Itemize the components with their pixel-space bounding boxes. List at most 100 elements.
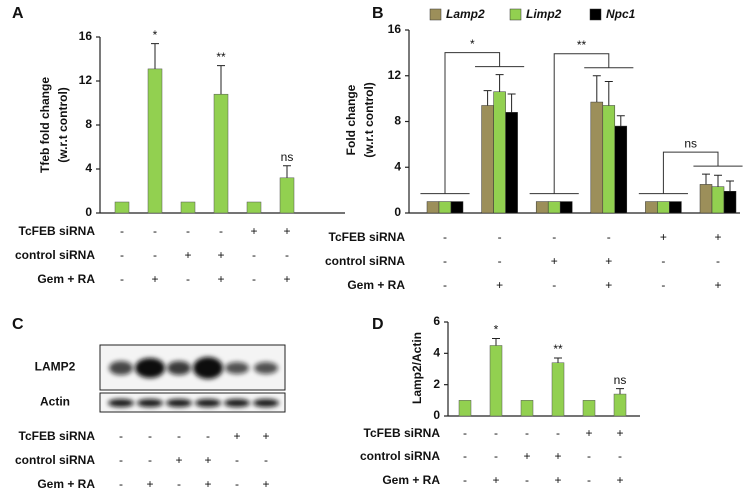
condition-sign: + (262, 429, 269, 443)
y-tick-label: 0 (394, 205, 401, 219)
y-axis-label: (w.r.t control) (362, 82, 376, 158)
condition-sign: - (235, 477, 239, 491)
condition-sign: + (283, 224, 290, 238)
y-axis-label: (w.r.t control) (56, 87, 70, 163)
condition-sign: + (204, 477, 211, 491)
condition-sign: + (250, 224, 257, 238)
bar (147, 68, 163, 214)
condition-sign: + (714, 230, 721, 244)
condition-sign: - (494, 426, 498, 440)
bar (458, 400, 472, 417)
bar (582, 400, 596, 417)
condition-sign: + (605, 254, 612, 268)
condition-sign: + (616, 473, 623, 487)
error-bar (483, 90, 492, 106)
bar (426, 201, 440, 214)
significance: * (494, 323, 499, 337)
error-bar (726, 180, 734, 192)
condition-sign: + (492, 473, 499, 487)
bar (450, 201, 464, 214)
blot-band (109, 361, 133, 375)
y-tick-label: 0 (85, 205, 92, 219)
significance: ns (614, 373, 627, 387)
comparison-bracket (638, 151, 743, 195)
legend-label: Npc1 (606, 7, 636, 21)
y-tick-label: 2 (433, 377, 440, 391)
bar (590, 101, 604, 214)
y-tick-label: 16 (388, 22, 402, 36)
y-axis-label: Lamp2/Actin (410, 332, 424, 404)
comparison-bracket (420, 52, 525, 195)
y-tick-label: 16 (79, 29, 93, 43)
comparison-label: ns (684, 136, 697, 150)
error-bar (604, 80, 613, 106)
legend-swatch (429, 8, 442, 21)
condition-sign: + (554, 473, 561, 487)
condition-sign: - (607, 230, 611, 244)
condition-sign: - (587, 449, 591, 463)
bar (279, 177, 295, 214)
condition-sign: - (219, 224, 223, 238)
condition-name: TcFEB siRNA (364, 426, 441, 440)
condition-sign: + (184, 248, 191, 262)
condition-sign: - (463, 473, 467, 487)
condition-sign: + (217, 272, 224, 286)
blot-band (224, 399, 250, 407)
condition-sign: + (233, 429, 240, 443)
condition-sign: - (153, 224, 157, 238)
blot-frame (99, 392, 286, 413)
y-tick-label: 6 (433, 314, 440, 328)
bar (493, 91, 506, 214)
bar (559, 201, 573, 214)
bar (535, 201, 549, 214)
condition-sign: + (585, 426, 592, 440)
condition-sign: - (177, 477, 181, 491)
condition-sign: - (119, 453, 123, 467)
legend-label: Limp2 (526, 7, 562, 21)
condition-sign: - (552, 278, 556, 292)
condition-sign: - (119, 429, 123, 443)
panel-label: A (12, 5, 24, 22)
condition-sign: - (120, 272, 124, 286)
y-tick-label: 12 (388, 68, 402, 82)
condition-sign: - (148, 429, 152, 443)
blot-band (225, 362, 249, 374)
comparison-label: ** (577, 38, 587, 52)
blot-band (135, 358, 165, 378)
condition-sign: + (151, 272, 158, 286)
bar (246, 201, 262, 214)
y-tick-label: 4 (433, 346, 440, 360)
error-bar (702, 173, 710, 185)
condition-sign: - (556, 426, 560, 440)
error-bar (592, 75, 601, 103)
error-bar (507, 93, 516, 113)
y-tick-label: 4 (85, 161, 92, 175)
condition-name: control siRNA (360, 449, 440, 463)
bar (520, 400, 534, 417)
condition-sign: - (443, 254, 447, 268)
condition-sign: - (177, 429, 181, 443)
condition-sign: - (186, 272, 190, 286)
condition-name: Gem + RA (347, 278, 405, 292)
condition-sign: - (120, 224, 124, 238)
error-bar (554, 357, 562, 363)
condition-sign: - (525, 426, 529, 440)
condition-name: Gem + RA (37, 477, 95, 491)
y-tick-label: 8 (394, 114, 401, 128)
condition-sign: - (552, 230, 556, 244)
y-axis-label: Fold change (344, 84, 358, 155)
bar (180, 201, 196, 214)
condition-name: Gem + RA (382, 473, 440, 487)
condition-name: control siRNA (325, 254, 405, 268)
condition-name: TcFEB siRNA (19, 429, 96, 443)
condition-sign: + (523, 449, 530, 463)
bar (613, 393, 627, 417)
condition-sign: - (235, 453, 239, 467)
condition-sign: + (217, 248, 224, 262)
legend-swatch (509, 8, 522, 21)
significance: * (153, 28, 158, 42)
condition-sign: - (498, 254, 502, 268)
panel-label: C (12, 316, 24, 333)
blot-band (193, 357, 223, 379)
